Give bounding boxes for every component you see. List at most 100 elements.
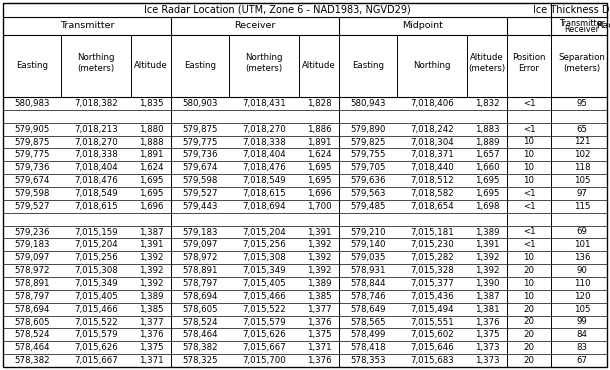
Text: 1,381: 1,381 — [475, 305, 500, 314]
Text: 1,389: 1,389 — [138, 292, 163, 301]
Text: 99: 99 — [576, 317, 587, 326]
Text: 1,695: 1,695 — [138, 189, 163, 198]
Text: Separation
(meters): Separation (meters) — [559, 53, 606, 73]
Text: <1: <1 — [523, 228, 536, 236]
Text: 1,891: 1,891 — [138, 150, 163, 159]
Text: 7,018,440: 7,018,440 — [410, 163, 454, 172]
Text: 10: 10 — [523, 138, 534, 147]
Text: 120: 120 — [574, 292, 590, 301]
Text: 7,015,646: 7,015,646 — [410, 343, 454, 352]
Text: 1,387: 1,387 — [138, 228, 163, 236]
Text: 7,018,371: 7,018,371 — [410, 150, 454, 159]
Text: 7,015,551: 7,015,551 — [410, 317, 454, 326]
Text: 578,694: 578,694 — [14, 305, 50, 314]
Text: 7,015,377: 7,015,377 — [410, 279, 454, 288]
Text: 578,746: 578,746 — [350, 292, 386, 301]
Text: 579,527: 579,527 — [182, 189, 218, 198]
Text: 7,015,494: 7,015,494 — [410, 305, 454, 314]
Text: 578,972: 578,972 — [14, 266, 50, 275]
Text: 579,905: 579,905 — [14, 125, 49, 134]
Text: 7,018,382: 7,018,382 — [74, 99, 118, 108]
Text: <1: <1 — [523, 240, 536, 249]
Text: 1,392: 1,392 — [138, 266, 163, 275]
Text: 579,183: 579,183 — [182, 228, 218, 236]
Text: 1,392: 1,392 — [307, 266, 331, 275]
Text: 7,015,308: 7,015,308 — [242, 253, 286, 262]
Text: 579,736: 579,736 — [14, 163, 50, 172]
Text: 1,389: 1,389 — [307, 279, 331, 288]
Text: 578,891: 578,891 — [182, 266, 218, 275]
Text: 7,018,694: 7,018,694 — [242, 202, 286, 211]
Text: 578,844: 578,844 — [350, 279, 386, 288]
Text: 1,624: 1,624 — [307, 150, 331, 159]
Text: 1,700: 1,700 — [307, 202, 331, 211]
Text: 579,636: 579,636 — [350, 176, 386, 185]
Text: 7,018,476: 7,018,476 — [74, 176, 118, 185]
Text: 20: 20 — [523, 356, 534, 365]
Text: 7,018,431: 7,018,431 — [242, 99, 286, 108]
Text: 7,018,404: 7,018,404 — [242, 150, 286, 159]
Text: 7,015,328: 7,015,328 — [410, 266, 454, 275]
Text: Altitude: Altitude — [302, 61, 336, 71]
Text: 7,015,230: 7,015,230 — [410, 240, 454, 249]
Text: 7,015,466: 7,015,466 — [242, 292, 286, 301]
Text: <1: <1 — [523, 202, 536, 211]
Text: 7,018,270: 7,018,270 — [74, 138, 118, 147]
Text: 7,015,181: 7,015,181 — [410, 228, 454, 236]
Text: 1,375: 1,375 — [307, 330, 331, 339]
Text: 1,375: 1,375 — [138, 343, 163, 352]
Text: 1,891: 1,891 — [307, 138, 331, 147]
Text: 578,797: 578,797 — [14, 292, 50, 301]
Text: 1,660: 1,660 — [475, 163, 500, 172]
Text: 1,376: 1,376 — [138, 330, 163, 339]
Text: Ice Radar Location (UTM, Zone 6 - NAD1983, NGVD29): Ice Radar Location (UTM, Zone 6 - NAD198… — [143, 5, 411, 15]
Text: 1,376: 1,376 — [307, 317, 331, 326]
Text: 7,015,667: 7,015,667 — [242, 343, 286, 352]
Text: 105: 105 — [574, 176, 590, 185]
Text: 7,018,304: 7,018,304 — [410, 138, 454, 147]
Text: 105: 105 — [574, 305, 590, 314]
Text: 578,524: 578,524 — [14, 330, 50, 339]
Text: 7,018,270: 7,018,270 — [242, 125, 286, 134]
Text: 7,015,204: 7,015,204 — [74, 240, 118, 249]
Text: 84: 84 — [576, 330, 587, 339]
Text: 7,018,406: 7,018,406 — [410, 99, 454, 108]
Text: 1,373: 1,373 — [475, 343, 500, 352]
Text: 578,891: 578,891 — [14, 279, 50, 288]
Text: 578,382: 578,382 — [182, 343, 218, 352]
Text: 7,015,256: 7,015,256 — [242, 240, 286, 249]
Text: 579,825: 579,825 — [350, 138, 386, 147]
Text: 115: 115 — [574, 202, 590, 211]
Text: 1,695: 1,695 — [475, 176, 499, 185]
Text: 579,875: 579,875 — [182, 125, 218, 134]
Text: 1,695: 1,695 — [138, 176, 163, 185]
Text: <1: <1 — [523, 99, 536, 108]
Text: 579,705: 579,705 — [350, 163, 386, 172]
Text: 7,015,579: 7,015,579 — [74, 330, 118, 339]
Text: 20: 20 — [523, 305, 534, 314]
Text: 102: 102 — [574, 150, 590, 159]
Text: 7,015,308: 7,015,308 — [74, 266, 118, 275]
Text: 7,015,405: 7,015,405 — [74, 292, 118, 301]
Text: Northing: Northing — [413, 61, 451, 71]
Text: 578,605: 578,605 — [14, 317, 50, 326]
Text: 579,210: 579,210 — [350, 228, 386, 236]
Text: 7,015,466: 7,015,466 — [74, 305, 118, 314]
Text: 579,674: 579,674 — [182, 163, 218, 172]
Text: 579,236: 579,236 — [14, 228, 50, 236]
Text: 1,392: 1,392 — [475, 266, 499, 275]
Text: 579,875: 579,875 — [14, 138, 50, 147]
Text: 1,377: 1,377 — [138, 317, 163, 326]
Text: Receiver: Receiver — [234, 21, 276, 30]
Text: 7,015,626: 7,015,626 — [74, 343, 118, 352]
Text: 578,797: 578,797 — [182, 279, 218, 288]
Text: 1,698: 1,698 — [475, 202, 499, 211]
Text: 7,018,338: 7,018,338 — [74, 150, 118, 159]
Text: Ice Thickness Data: Ice Thickness Data — [533, 5, 610, 15]
Text: 97: 97 — [576, 189, 587, 198]
Text: 10: 10 — [523, 253, 534, 262]
Text: 578,524: 578,524 — [182, 317, 218, 326]
Text: 1,696: 1,696 — [307, 189, 331, 198]
Text: 1,886: 1,886 — [307, 125, 331, 134]
Text: <1: <1 — [523, 125, 536, 134]
